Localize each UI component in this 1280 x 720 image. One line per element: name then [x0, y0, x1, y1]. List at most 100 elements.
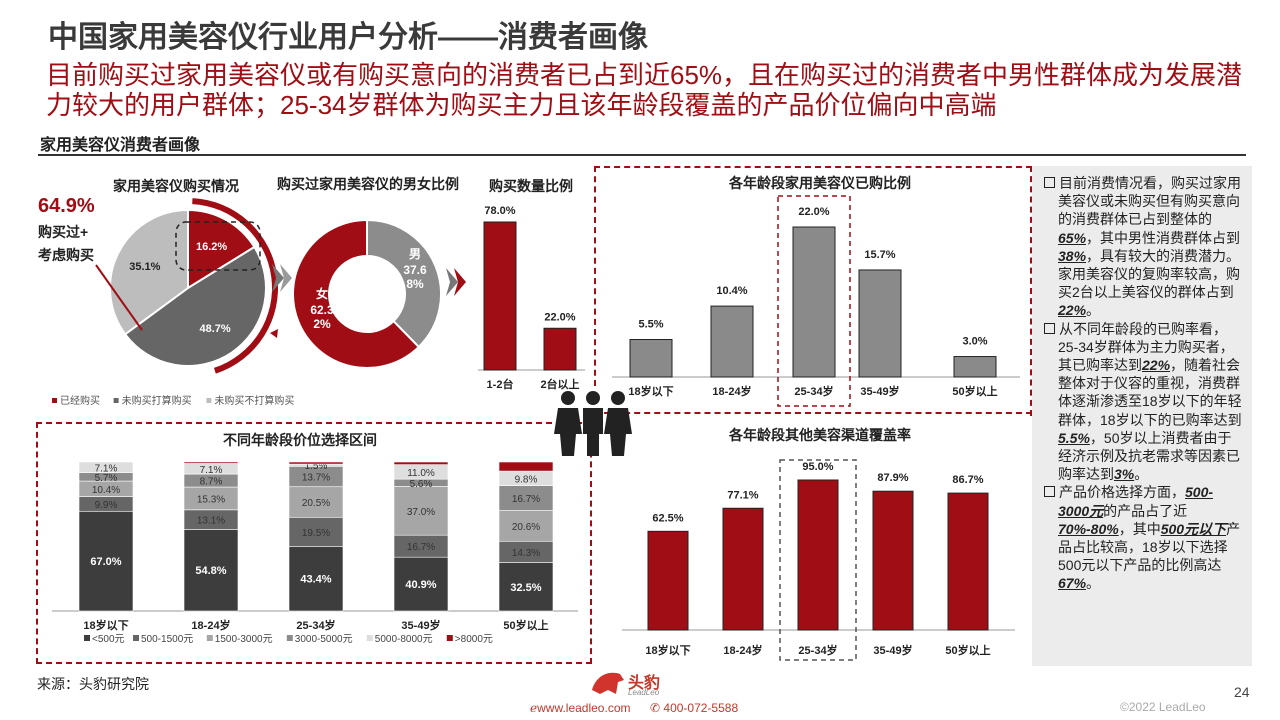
insight-highlight: 500-3000元: [1058, 484, 1214, 519]
insight-text: ，具有较大的消费潜力。家用美容仪的复购率较高，购买2台以上美容仪的群体占到: [1058, 247, 1241, 301]
stack-value-label: 8.7%: [200, 477, 223, 488]
bar-value-label: 3.0%: [962, 336, 987, 348]
bar-category-label: 18岁以下: [645, 643, 690, 657]
stack-value-label: 13.1%: [197, 516, 225, 527]
bar: [947, 492, 989, 631]
decorations: [272, 264, 466, 296]
stack-value-label: 7.1%: [200, 465, 223, 476]
stack-value-label: 67.0%: [90, 556, 121, 568]
insight-text: 。: [1086, 575, 1101, 592]
brand-logo-sub: LeadLeo: [628, 688, 660, 697]
donut-value-label: 62.3: [310, 303, 334, 317]
chevron-right-icon: [272, 264, 284, 292]
stack-segment: [78, 510, 134, 612]
phone-link[interactable]: ✆ 400-072-5588: [650, 701, 738, 715]
stack-value-label: 37.0%: [407, 507, 435, 518]
bar: [543, 327, 577, 371]
insight-text: 。: [1086, 302, 1101, 319]
stack-value-label: 9.9%: [95, 500, 118, 511]
donut-category-label: 女: [316, 286, 328, 301]
chart-title-quantity: 购买数量比例: [489, 178, 573, 194]
bar-category-label: 50岁以上: [945, 643, 990, 657]
legend-label: <500元: [92, 634, 125, 645]
stack-value-label: 16.7%: [407, 542, 435, 553]
pie-ring-arrowhead: [270, 329, 278, 338]
legend-label: 未购买不打算购买: [214, 394, 294, 407]
insight-highlight: 5.5%: [1058, 429, 1090, 446]
stack-segment: [288, 486, 344, 518]
bar-category-label: 25-34岁: [798, 643, 837, 657]
legend-swatch: [206, 398, 212, 403]
web-icon: ℯ: [530, 701, 538, 715]
insight-text: 产品价格选择方面，: [1059, 484, 1185, 501]
bar: [953, 356, 997, 378]
stack-segment: [393, 461, 449, 465]
stack-category-label: 18岁以下: [83, 618, 128, 632]
bar-value-label: 86.7%: [952, 474, 983, 486]
bar-value-label: 95.0%: [802, 461, 833, 473]
bar-value-label: 22.0%: [798, 206, 829, 218]
stack-segment: [498, 461, 554, 472]
stack-value-label: 32.5%: [510, 582, 541, 594]
page-number: 24: [1234, 684, 1250, 700]
highlight-box: [779, 459, 857, 661]
highlight-box: [777, 195, 851, 407]
stack-segment: [393, 556, 449, 612]
callout-line1: 购买过+: [38, 224, 89, 240]
legend-label: 未购买打算购买: [122, 394, 192, 407]
bar: [710, 305, 754, 378]
insight-text: 的产品占了近: [1103, 502, 1188, 519]
website-link[interactable]: ℯwww.leadleo.com: [530, 701, 630, 715]
chart-title-purchase: 家用美容仪购买情况: [113, 178, 239, 194]
stack-value-label: 40.9%: [405, 579, 436, 591]
source-note: 来源：头豹研究院: [37, 676, 149, 692]
bar: [483, 221, 517, 371]
checkbox-bullet-icon: [1044, 486, 1055, 498]
bar-value-label: 22.0%: [544, 311, 575, 323]
legend-label: >8000元: [455, 634, 493, 645]
legend-label: 5000-8000元: [375, 634, 433, 645]
insight-bullet: 目前消费情况看，购买过家用美容仪或未购买但有购买意向的消费群体已占到整体的65%…: [1044, 174, 1244, 320]
stack-category-label: 18-24岁: [191, 618, 230, 632]
insights-panel: 目前消费情况看，购买过家用美容仪或未购买但有购买意向的消费群体已占到整体的65%…: [1032, 166, 1252, 666]
section-title: 家用美容仪消费者画像: [40, 137, 201, 154]
insights-list: 目前消费情况看，购买过家用美容仪或未购买但有购买意向的消费群体已占到整体的65%…: [1032, 166, 1252, 593]
phone-text: 400-072-5588: [663, 701, 739, 715]
stack-value-label: 10.4%: [92, 485, 120, 496]
page-subtitle: 目前购买过家用美容仪或有购买意向的消费者已占到近65%，且在购买过的消费者中男性…: [46, 60, 1243, 120]
stack-value-label: 20.6%: [512, 522, 540, 533]
page-title: 中国家用美容仪行业用户分析——消费者画像: [48, 21, 648, 54]
people-icon: [554, 391, 632, 456]
stack-value-label: 15.3%: [197, 494, 225, 505]
stacked-price-range: 67.0%9.9%10.4%5.7%7.1%18岁以下54.8%13.1%15.…: [52, 461, 578, 645]
pie-value-label: 35.1%: [129, 261, 160, 273]
checkbox-bullet-icon: [1044, 322, 1055, 334]
bars-quantity: 78.0% 1-2台 22.0% 2台以上: [478, 205, 585, 391]
insight-highlight: 22%: [1142, 357, 1171, 374]
insight-highlight: 38%: [1058, 247, 1087, 264]
insight-bullet: 从不同年龄段的已购率看，25-34岁群体为主力购买者，其已购率达到22%，随着社…: [1044, 320, 1244, 484]
stack-segment: [498, 510, 554, 542]
callout-line2: 考虑购买: [38, 247, 94, 263]
insight-text: 目前消费情况看，购买过家用美容仪或未购买但有购买意向的消费群体已占到整体的: [1058, 175, 1241, 228]
bar: [797, 479, 839, 631]
stack-segment: [183, 529, 239, 612]
stack-category-label: 35-49岁: [401, 618, 440, 632]
bar-category-label: 25-34岁: [794, 384, 833, 398]
legend-label: 3000-5000元: [295, 634, 353, 645]
legend-label: 1500-3000元: [215, 634, 273, 645]
bar-category-label: 18岁以下: [628, 384, 673, 398]
donut-value-label: 8%: [406, 277, 424, 291]
insight-text: ，其中男性消费群体占到: [1086, 229, 1241, 246]
stack-segment: [288, 516, 344, 547]
pie-slice-0: [187, 208, 256, 290]
insight-text: ，50岁以上消费者由于经济示例及抗老需求等因素已购率达到: [1058, 429, 1240, 483]
stack-value-label: 43.4%: [300, 574, 331, 586]
insight-highlight: 22%: [1058, 302, 1087, 319]
donut-value-label: 2%: [313, 317, 331, 331]
stack-value-label: 19.5%: [302, 528, 330, 539]
frame-line-left: [594, 166, 596, 386]
chevron-right-icon: [446, 268, 458, 296]
bar: [792, 226, 836, 378]
stack-value-label: 5.6%: [410, 479, 433, 490]
